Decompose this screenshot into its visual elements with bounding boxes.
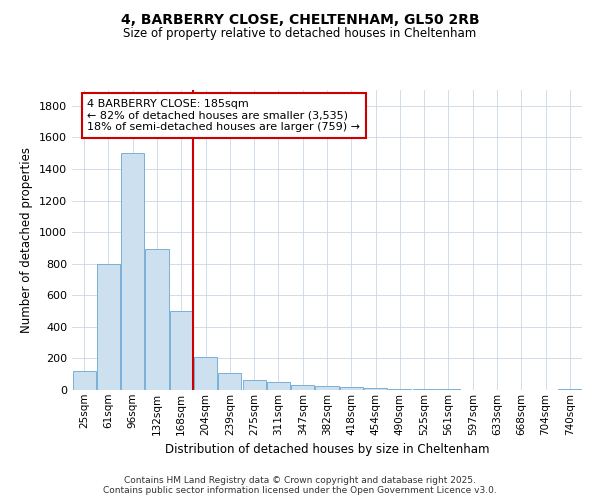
X-axis label: Distribution of detached houses by size in Cheltenham: Distribution of detached houses by size … [165,443,489,456]
Bar [242,380,266,390]
Bar [121,153,144,390]
Text: Contains HM Land Registry data © Crown copyright and database right 2025.
Contai: Contains HM Land Registry data © Crown c… [103,476,497,495]
Y-axis label: Number of detached properties: Number of detached properties [20,147,34,333]
Bar [364,388,387,390]
Bar [291,386,314,390]
Text: Size of property relative to detached houses in Cheltenham: Size of property relative to detached ho… [124,28,476,40]
Bar [340,387,363,390]
Bar [97,264,120,390]
Text: 4 BARBERRY CLOSE: 185sqm
← 82% of detached houses are smaller (3,535)
18% of sem: 4 BARBERRY CLOSE: 185sqm ← 82% of detach… [88,99,360,132]
Bar [145,250,169,390]
Bar [194,357,217,390]
Bar [218,372,241,390]
Bar [267,382,290,390]
Bar [559,388,581,390]
Bar [388,389,412,390]
Bar [316,386,338,390]
Bar [170,311,193,390]
Bar [73,371,95,390]
Text: 4, BARBERRY CLOSE, CHELTENHAM, GL50 2RB: 4, BARBERRY CLOSE, CHELTENHAM, GL50 2RB [121,12,479,26]
